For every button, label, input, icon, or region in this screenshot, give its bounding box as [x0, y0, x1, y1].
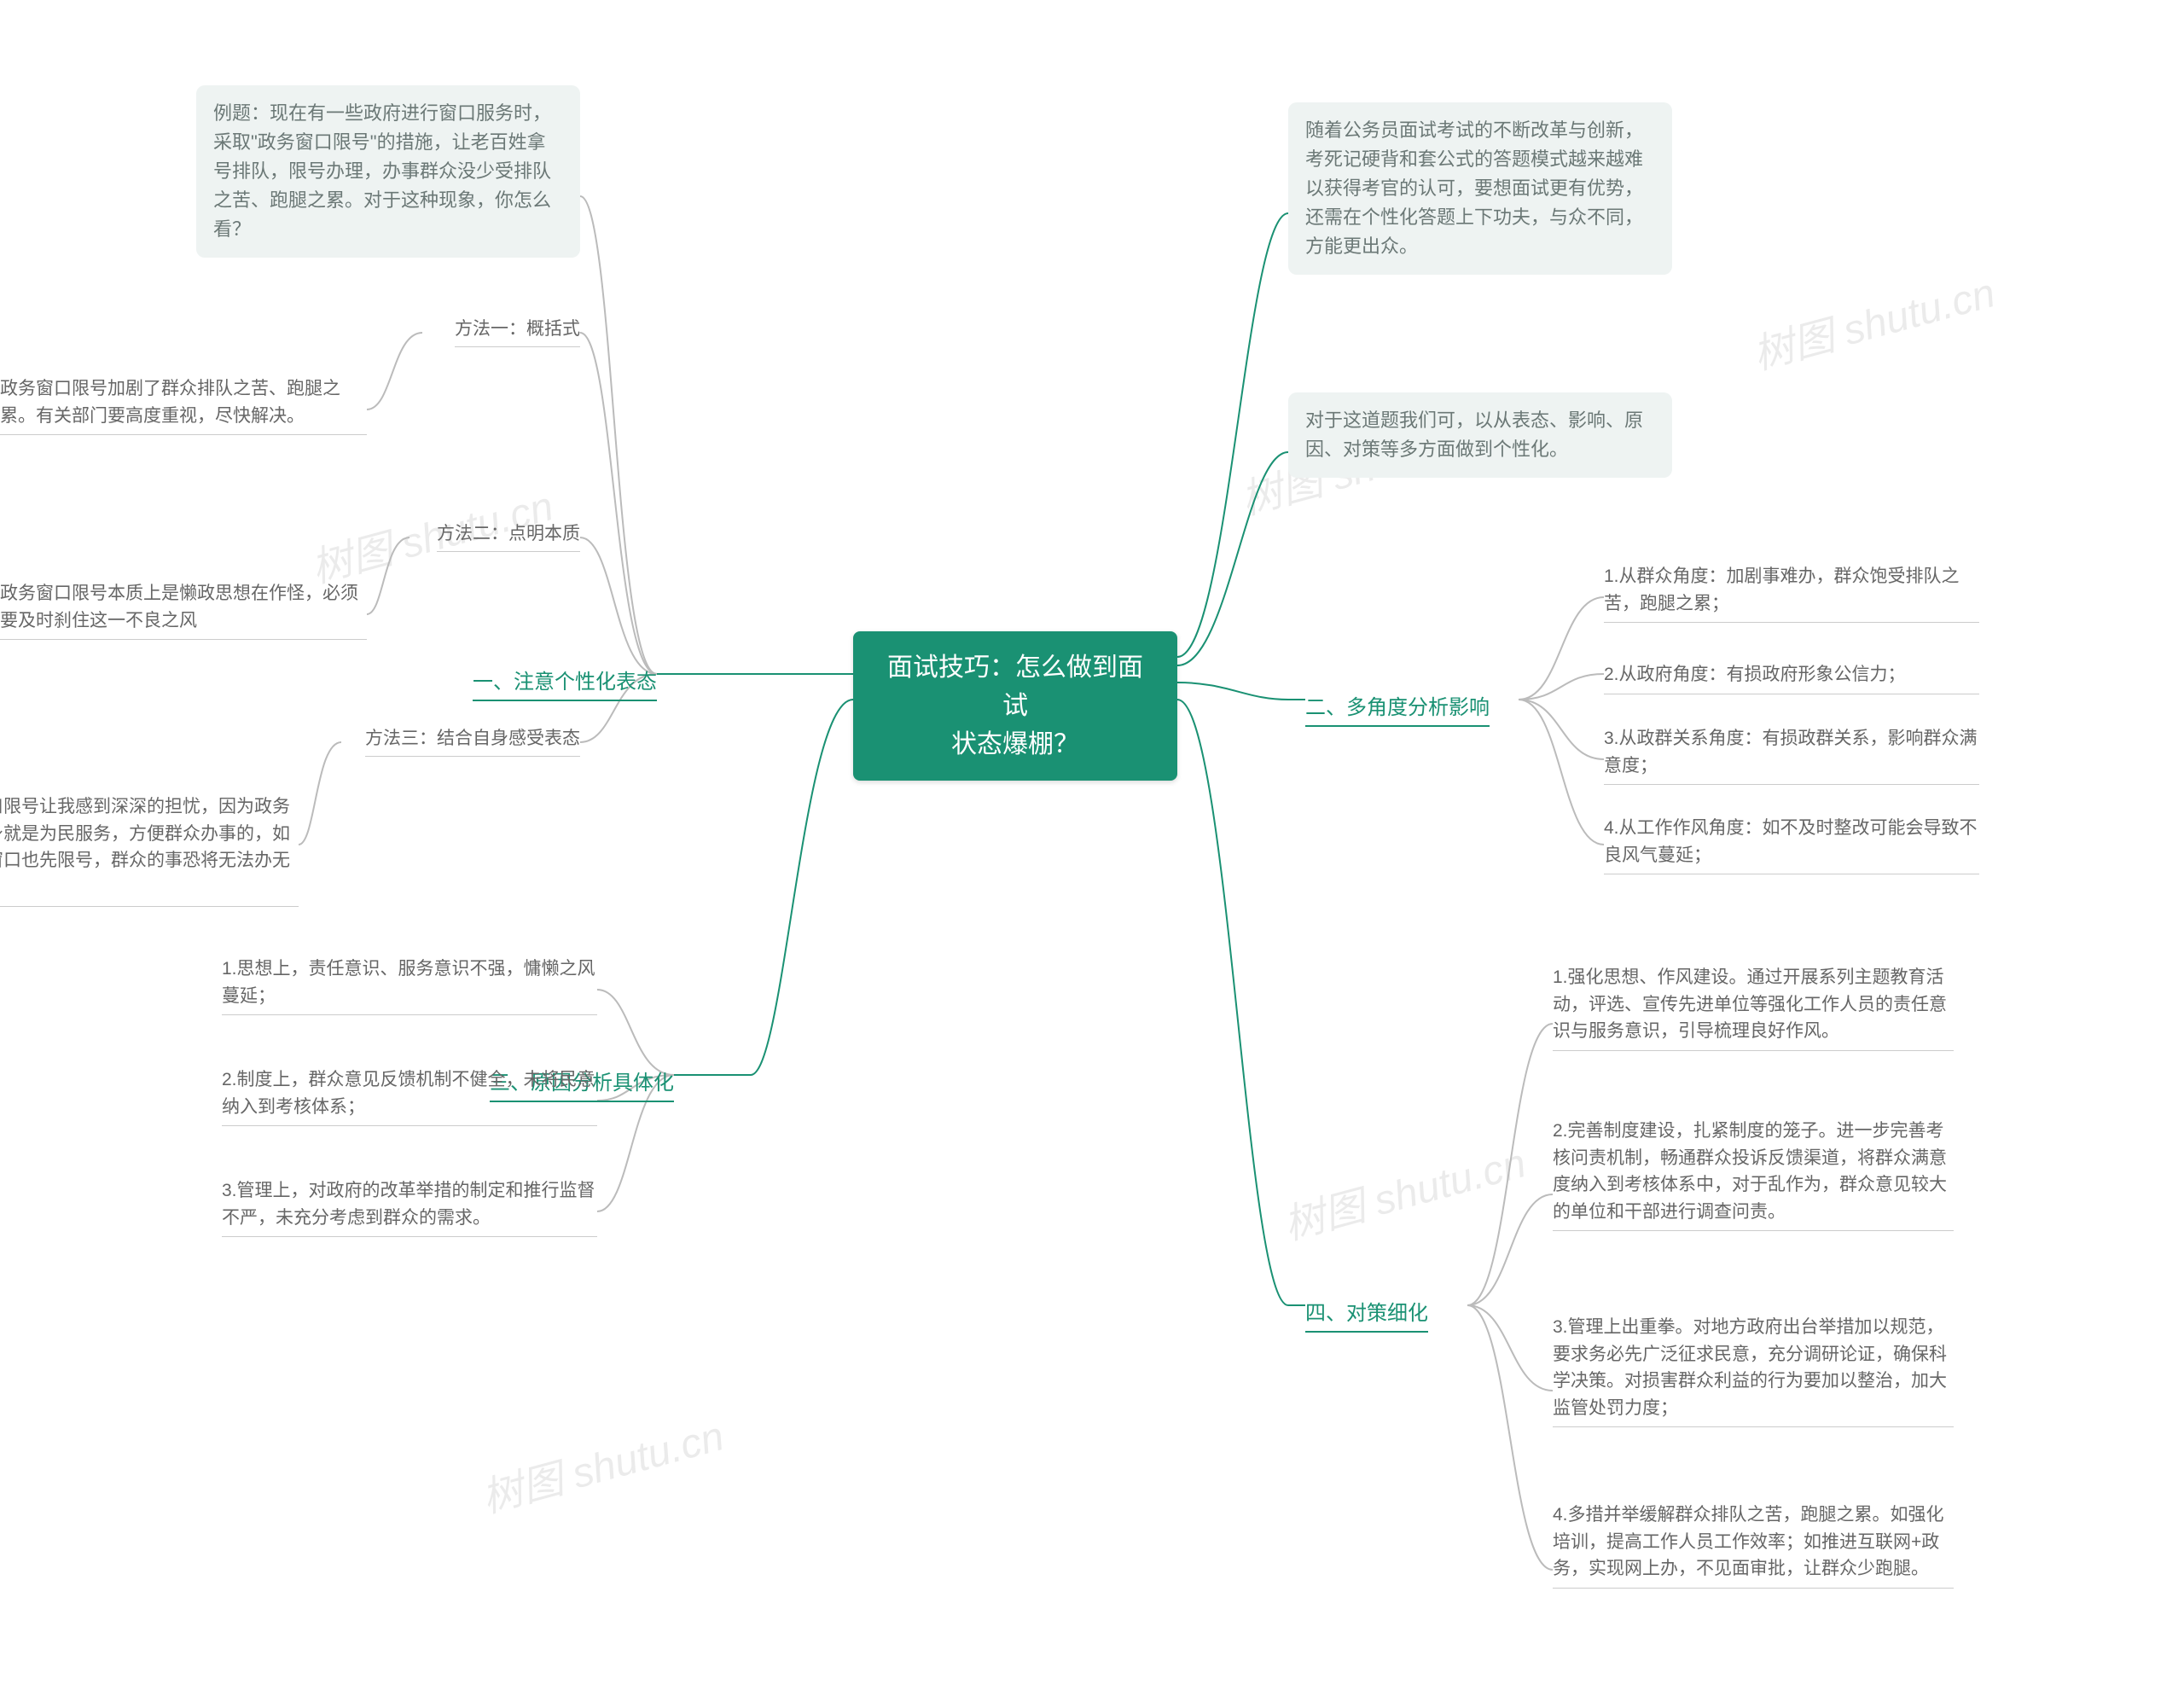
branch2-i1: 1.从群众角度：加剧事难办，群众饱受排队之苦，跑腿之累； — [1604, 563, 1979, 623]
branch3-r3: 3.管理上，对政府的改革举措的制定和推行监督不严，未充分考虑到群众的需求。 — [222, 1177, 597, 1237]
branch2-i3: 3.从政群关系角度：有损政群关系，影响群众满意度； — [1604, 725, 1979, 785]
branch1-m2-text: 政务窗口限号本质上是懒政思想在作怪，必须要及时刹住这一不良之风 — [0, 580, 367, 640]
branch2-i2: 2.从政府角度：有损政府形象公信力； — [1604, 661, 1979, 694]
intro-card-1: 随着公务员面试考试的不断改革与创新，考死记硬背和套公式的答题模式越来越难以获得考… — [1288, 102, 1672, 275]
center-line2: 状态爆棚？ — [879, 725, 1152, 764]
branch1-example-card: 例题：现在有一些政府进行窗口服务时，采取"政务窗口限号"的措施，让老百姓拿号排队… — [196, 85, 580, 258]
center-line1: 面试技巧：怎么做到面试 — [879, 648, 1152, 725]
branch1-label: 一、注意个性化表态 — [473, 661, 657, 701]
intro-card-2: 对于这道题我们可，以从表态、影响、原因、对策等多方面做到个性化。 — [1288, 392, 1672, 478]
branch3-r1: 1.思想上，责任意识、服务意识不强，慵懒之风蔓延； — [222, 956, 597, 1015]
watermark: 树图 shutu.cn — [1276, 1130, 1531, 1252]
branch1-m3-label: 方法三：结合自身感受表态 — [365, 725, 580, 757]
branch1-m1-label: 方法一：概括式 — [455, 316, 580, 347]
branch4-s3: 3.管理上出重拳。对地方政府出台举措加以规范，要求务必先广泛征求民意，充分调研论… — [1553, 1314, 1954, 1427]
branch4-label: 四、对策细化 — [1305, 1292, 1428, 1333]
branch1-m3-text: 政务窗口限号让我感到深深的担忧，因为政务窗口本身就是为民服务，方便群众办事的，如… — [0, 793, 299, 907]
branch4-s4: 4.多措并举缓解群众排队之苦，跑腿之累。如强化培训，提高工作人员工作效率；如推进… — [1553, 1502, 1954, 1589]
branch4-s2: 2.完善制度建设，扎紧制度的笼子。进一步完善考核问责机制，畅通群众投诉反馈渠道，… — [1553, 1118, 1954, 1231]
branch3-r2: 2.制度上，群众意见反馈机制不健全，未将民意纳入到考核体系； — [222, 1066, 597, 1126]
branch2-label: 二、多角度分析影响 — [1305, 687, 1490, 727]
watermark: 树图 shutu.cn — [474, 1403, 729, 1525]
branch4-s1: 1.强化思想、作风建设。通过开展系列主题教育活动，评选、宣传先进单位等强化工作人… — [1553, 964, 1954, 1051]
watermark: 树图 shutu.cn — [1745, 259, 2001, 381]
branch1-m1-text: 政务窗口限号加剧了群众排队之苦、跑腿之累。有关部门要高度重视，尽快解决。 — [0, 375, 367, 435]
branch1-m2-label: 方法二：点明本质 — [437, 520, 580, 552]
branch2-i4: 4.从工作作风角度：如不及时整改可能会导致不良风气蔓延； — [1604, 815, 1979, 874]
center-topic: 面试技巧：怎么做到面试 状态爆棚？ — [853, 631, 1177, 781]
